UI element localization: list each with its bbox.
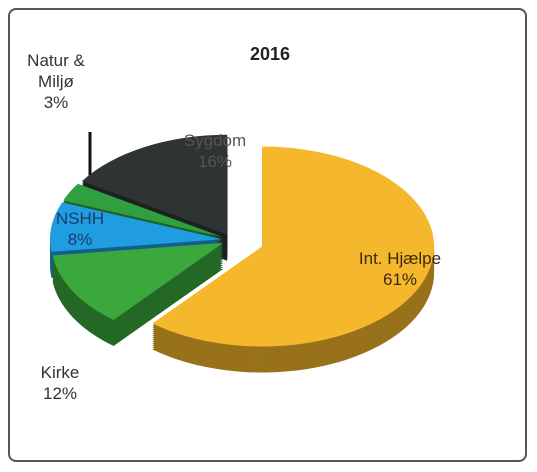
slice-label: Natur & Miljø 3% <box>20 50 92 113</box>
value-label: 8% <box>67 230 93 249</box>
value-label: 3% <box>43 93 69 112</box>
slice-top <box>52 242 224 320</box>
category-label: NSHH <box>55 209 105 228</box>
slice-label: Sygdom 16% <box>160 130 270 172</box>
slice-label: NSHH 8% <box>45 208 115 250</box>
slice-label: Int. Hjælpe 61% <box>345 248 455 290</box>
slice <box>152 146 435 373</box>
category-label: Kirke <box>40 363 80 382</box>
slice-top <box>50 202 223 252</box>
chart-title: 2016 <box>249 44 291 64</box>
chart-frame <box>8 8 527 462</box>
slice-top <box>81 134 228 235</box>
category-label: Sygdom <box>183 131 247 150</box>
value-label: 16% <box>197 152 233 171</box>
slice-label: Kirke 12% <box>20 362 100 404</box>
value-label: 12% <box>42 384 78 403</box>
slice-top <box>152 146 435 347</box>
slice-top <box>63 183 224 238</box>
slice <box>52 242 224 346</box>
category-label: Natur & Miljø <box>27 51 85 91</box>
category-label: Int. Hjælpe <box>358 249 442 268</box>
value-label: 61% <box>382 270 418 289</box>
